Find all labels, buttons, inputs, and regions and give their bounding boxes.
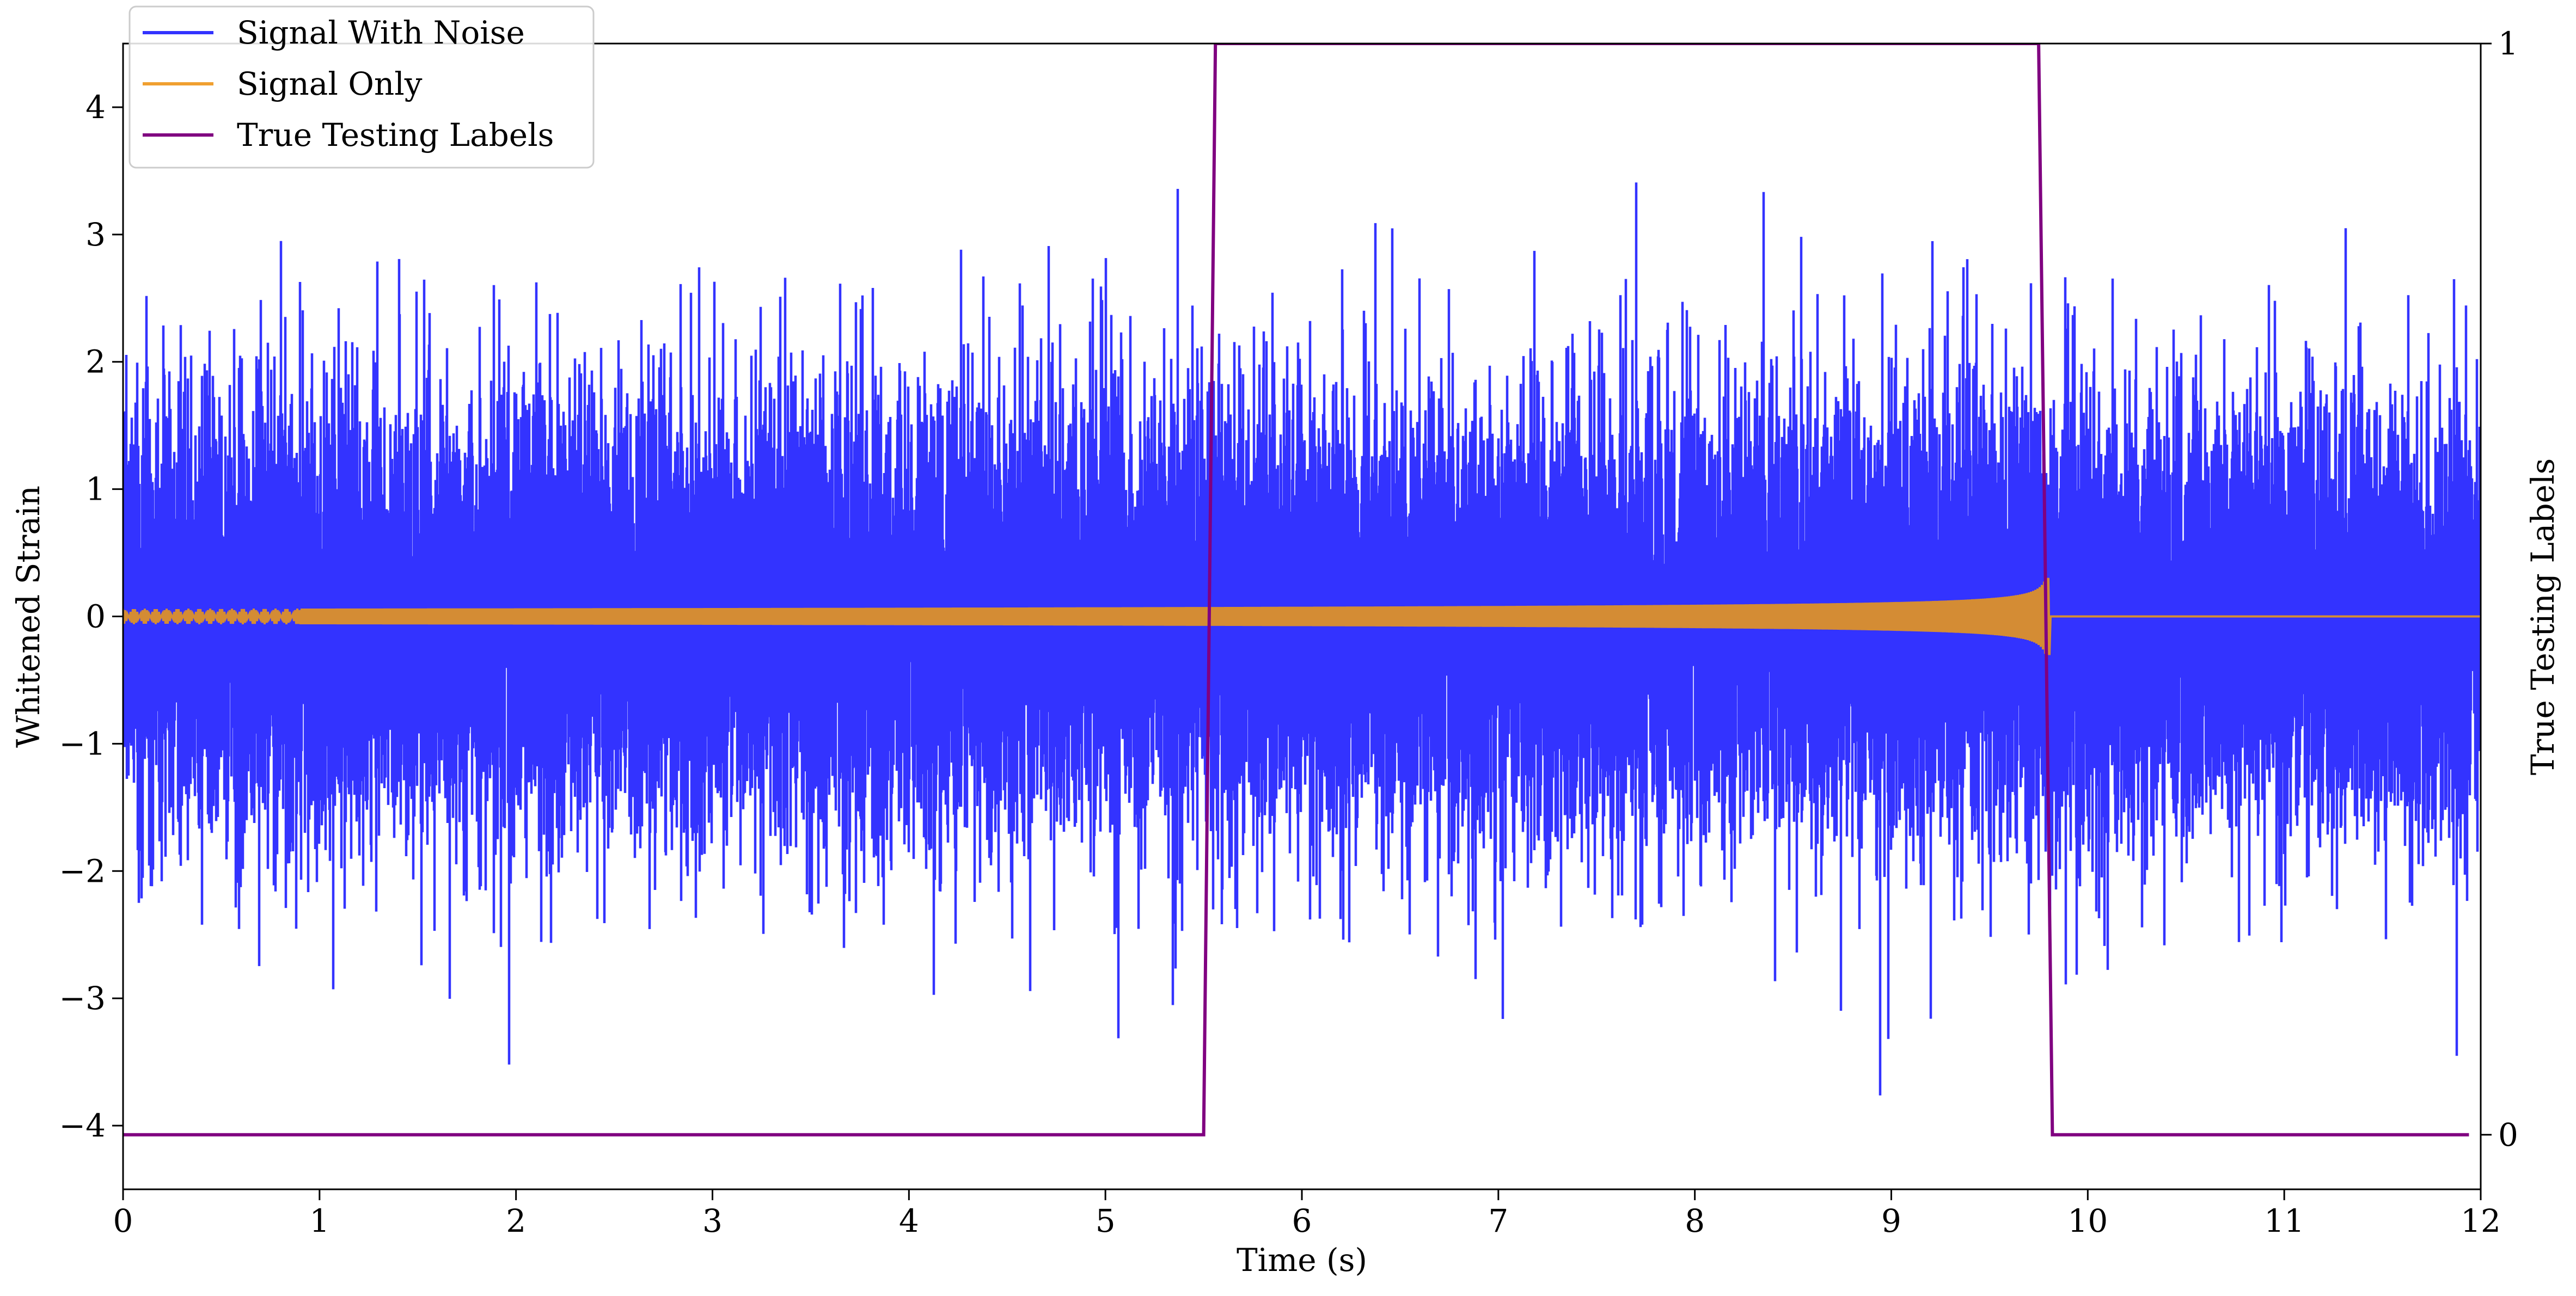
y-axis-ticks: −4 −3 −2 −1 0 1 2 3 4 — [59, 89, 123, 1144]
x-tick-label: 5 — [1096, 1202, 1116, 1239]
legend: Signal With Noise Signal Only True Testi… — [129, 5, 595, 169]
legend-box — [129, 5, 595, 169]
x-axis-ticks: 0 1 2 3 4 5 6 7 8 9 10 11 12 — [113, 1189, 2501, 1239]
y-tick-label: 0 — [85, 598, 106, 635]
series-signal-only-line — [123, 578, 2481, 655]
x-tick-label: 1 — [309, 1202, 329, 1239]
y-tick-label: 2 — [85, 343, 106, 380]
y2-tick-label: 0 — [2498, 1116, 2518, 1153]
y2-axis-ticks: 01 — [2481, 25, 2518, 1153]
x-axis-label: Time (s) — [1237, 1242, 1367, 1279]
x-tick-label: 4 — [899, 1202, 919, 1239]
x-tick-label: 9 — [1881, 1202, 1901, 1239]
x-tick-label: 6 — [1292, 1202, 1312, 1239]
legend-item-signal-only: Signal Only — [143, 65, 423, 102]
legend-label-signal-with-noise: Signal With Noise — [237, 14, 525, 51]
y2-tick-label: 1 — [2498, 25, 2518, 62]
y-axis-label: Whitened Strain — [10, 486, 47, 748]
legend-label-signal-only: Signal Only — [237, 65, 423, 102]
x-tick-label: 10 — [2067, 1202, 2108, 1239]
y-tick-label: 4 — [85, 89, 106, 126]
legend-label-true-testing-labels: True Testing Labels — [237, 116, 554, 153]
x-tick-label: 0 — [113, 1202, 133, 1239]
y-tick-label: −2 — [59, 852, 106, 889]
x-tick-label: 3 — [702, 1202, 723, 1239]
y-tick-label: −3 — [59, 980, 106, 1017]
legend-item-true-testing-labels: True Testing Labels — [143, 116, 554, 153]
y2-axis-label: True Testing Labels — [2524, 458, 2561, 775]
legend-item-signal-with-noise: Signal With Noise — [143, 14, 525, 51]
x-tick-label: 12 — [2461, 1202, 2501, 1239]
x-tick-label: 2 — [506, 1202, 526, 1239]
y-tick-label: −1 — [59, 725, 106, 762]
y-tick-label: 1 — [85, 471, 106, 508]
y-tick-label: −4 — [59, 1107, 106, 1144]
y-tick-label: 3 — [85, 216, 106, 253]
x-tick-label: 8 — [1685, 1202, 1705, 1239]
series-true-testing-labels-line — [123, 44, 2469, 1137]
x-tick-label: 11 — [2264, 1202, 2304, 1239]
x-tick-label: 7 — [1488, 1202, 1508, 1239]
